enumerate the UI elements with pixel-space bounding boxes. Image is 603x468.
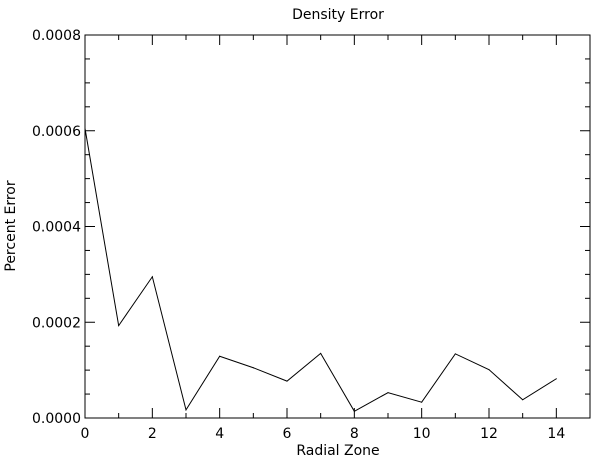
y-tick-label: 0.0000 (32, 411, 81, 427)
y-axis-title: Percent Error (3, 180, 19, 271)
x-tick-label: 14 (547, 426, 565, 442)
y-tick-label: 0.0002 (32, 315, 81, 331)
y-tick-label: 0.0008 (32, 28, 81, 44)
data-point (84, 127, 86, 129)
y-tick-label: 0.0004 (32, 220, 81, 236)
x-tick-label: 0 (81, 426, 90, 442)
plot-frame (84, 34, 591, 419)
data-point (185, 409, 187, 411)
x-tick-label: 6 (283, 426, 292, 442)
data-point (320, 352, 322, 354)
data-point (387, 392, 389, 394)
chart-title: Density Error (292, 7, 384, 23)
data-point (151, 276, 153, 278)
axis-ticks (84, 34, 591, 419)
data-point (118, 325, 120, 327)
x-tick-labels: 0 2 4 6 8 10 12 14 (81, 426, 566, 442)
data-point (286, 380, 288, 382)
series-line (84, 128, 557, 412)
data-point (353, 410, 355, 412)
x-tick-label: 12 (480, 426, 498, 442)
data-point (219, 355, 221, 357)
x-tick-label: 4 (215, 426, 224, 442)
data-point (454, 353, 456, 355)
data-points (84, 127, 557, 412)
data-point (488, 369, 490, 371)
x-tick-label: 10 (413, 426, 431, 442)
data-point (421, 401, 423, 403)
x-tick-label: 2 (148, 426, 157, 442)
data-point (522, 399, 524, 401)
data-point (252, 367, 254, 369)
y-tick-label: 0.0006 (32, 124, 81, 140)
y-tick-labels: 0.0000 0.0002 0.0004 0.0006 0.0008 (32, 28, 81, 427)
x-axis-title: Radial Zone (296, 443, 379, 459)
x-tick-label: 8 (350, 426, 359, 442)
data-point (555, 378, 557, 380)
